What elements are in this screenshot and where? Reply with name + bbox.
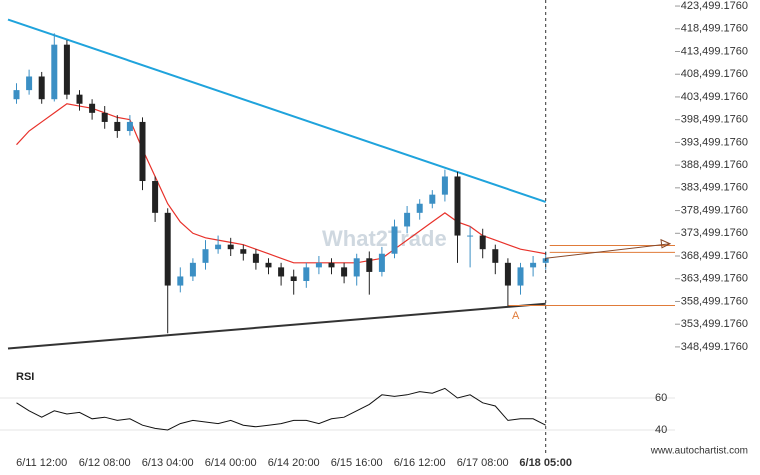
candle-body xyxy=(164,212,171,286)
y-tick-label: 403,499.1760 xyxy=(681,91,748,103)
candle-body xyxy=(341,267,348,277)
x-tick-label: 6/11 12:00 xyxy=(16,457,67,469)
y-tick-label: 418,499.1760 xyxy=(681,23,748,35)
candle-body xyxy=(252,253,259,263)
pattern-label: A xyxy=(512,310,520,322)
x-tick-label: 6/16 12:00 xyxy=(394,457,446,469)
rsi-tick-label: 40 xyxy=(655,424,667,436)
candle-body xyxy=(189,262,196,277)
y-tick-label: 413,499.1760 xyxy=(681,45,748,57)
candle-body xyxy=(454,176,461,236)
y-tick-label: 393,499.1760 xyxy=(681,136,748,148)
rsi-tick-label: 60 xyxy=(655,392,667,404)
candle-body xyxy=(177,276,184,286)
y-tick-label: 358,499.1760 xyxy=(681,295,748,307)
candle-body xyxy=(517,267,524,286)
x-tick-label: 6/15 16:00 xyxy=(331,457,383,469)
candle-body xyxy=(240,249,247,254)
candle-body xyxy=(504,262,511,286)
rsi-line xyxy=(16,387,546,431)
candle-body xyxy=(227,244,234,250)
candle-body xyxy=(315,262,322,268)
y-tick-label: 398,499.1760 xyxy=(681,114,748,126)
forecast-arrow xyxy=(545,243,671,259)
y-tick-label: 383,499.1760 xyxy=(681,182,748,194)
x-tick-label: 6/14 20:00 xyxy=(268,457,320,469)
y-tick-label: 363,499.1760 xyxy=(681,273,748,285)
candle-body xyxy=(467,235,474,237)
candle-body xyxy=(416,203,423,213)
candle-body xyxy=(429,194,436,204)
footer: www.autochartist.com xyxy=(650,446,748,457)
candle-body xyxy=(38,76,45,100)
candle-body xyxy=(26,76,33,91)
y-tick-label: 378,499.1760 xyxy=(681,204,748,216)
watermark: What2Trade xyxy=(322,226,447,251)
candle-body xyxy=(530,262,537,268)
forecast-arrow-head xyxy=(660,238,672,249)
candle-body xyxy=(391,226,398,254)
candle-body xyxy=(139,121,146,182)
x-tick-label: 6/17 08:00 xyxy=(457,457,509,469)
trend-line xyxy=(7,302,546,350)
candle-body xyxy=(303,267,310,282)
candle-body xyxy=(378,253,385,272)
candle-body xyxy=(114,121,121,132)
candle-body xyxy=(51,44,58,100)
candle-body xyxy=(404,212,411,227)
x-tick-label: 6/14 00:00 xyxy=(205,457,257,469)
candle-body xyxy=(265,262,272,268)
candle-body xyxy=(126,121,133,132)
y-tick-label: 423,499.1760 xyxy=(681,0,748,12)
candle-body xyxy=(215,244,222,250)
candle-body xyxy=(101,112,108,122)
trend-line xyxy=(7,18,547,203)
y-tick-label: 388,499.1760 xyxy=(681,159,748,171)
candle-body xyxy=(278,267,285,277)
candle-body xyxy=(63,44,70,95)
y-tick-label: 373,499.1760 xyxy=(681,227,748,239)
candle-body xyxy=(76,94,83,104)
x-tick-label: 6/13 04:00 xyxy=(142,457,194,469)
y-tick-label: 368,499.1760 xyxy=(681,250,748,262)
candle-body xyxy=(353,258,360,277)
candle-body xyxy=(152,181,159,213)
candle-body xyxy=(13,90,20,100)
x-tick-label: 6/18 05:00 xyxy=(519,457,572,469)
x-tick-label: 6/12 08:00 xyxy=(79,457,131,469)
rsi-title: RSI xyxy=(16,371,34,383)
y-tick-label: 408,499.1760 xyxy=(681,68,748,80)
candle-body xyxy=(202,249,209,263)
candle-body xyxy=(492,249,499,263)
candle-body xyxy=(89,103,96,113)
candle-body xyxy=(366,258,373,272)
candle-body xyxy=(328,262,335,268)
candle-body xyxy=(290,276,297,282)
y-tick-label: 348,499.1760 xyxy=(681,341,748,353)
y-tick-label: 353,499.1760 xyxy=(681,318,748,330)
candle-body xyxy=(441,176,448,195)
moving-average xyxy=(16,103,546,264)
candle-body xyxy=(479,235,486,250)
